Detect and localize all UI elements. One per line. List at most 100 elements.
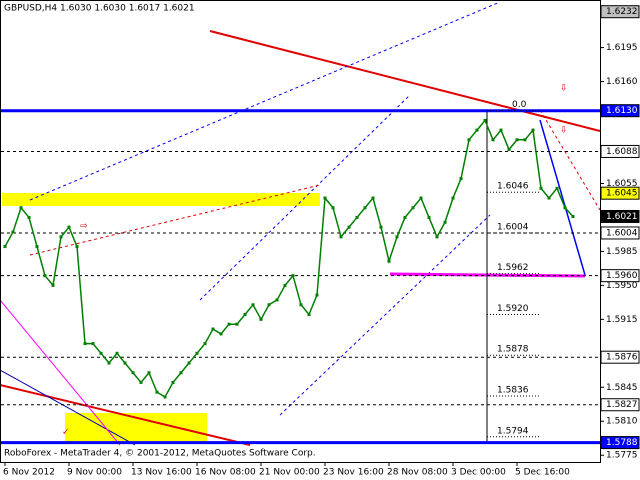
level-label: 1.5827 — [606, 400, 638, 410]
price-point — [483, 118, 487, 122]
price-point — [19, 206, 23, 210]
price-point — [91, 342, 95, 346]
y-tick-label: 1.5845 — [606, 383, 638, 393]
x-tick-label: 5 Dec 16:00 — [515, 468, 570, 478]
footer: RoboForex - MetaTrader 4, © 2001-2012, M… — [4, 449, 316, 459]
y-tick-label: 1.5915 — [606, 315, 638, 325]
fibo-label: 1.5920 — [497, 304, 529, 314]
price-point — [339, 235, 343, 239]
price-point — [27, 215, 31, 219]
zone — [2, 193, 320, 206]
x-tick-label: 6 Nov 2012 — [3, 468, 55, 478]
price-point — [411, 206, 415, 210]
x-tick-label: 21 Nov 00:00 — [259, 468, 320, 478]
price-point — [155, 390, 159, 394]
price-point — [475, 128, 479, 132]
price-point — [51, 283, 55, 287]
price-point — [515, 138, 519, 142]
price-point — [171, 380, 175, 384]
trend-line — [0, 369, 136, 446]
level-label: 1.6130 — [606, 106, 638, 116]
price-point — [355, 215, 359, 219]
channel-line — [199, 94, 411, 301]
y-tick-label: 1.6055 — [606, 179, 638, 189]
level-box — [600, 398, 640, 412]
price-point — [451, 196, 455, 200]
arrow: ⇨ — [80, 222, 88, 232]
x-tick-label: 23 Nov 16:00 — [323, 468, 384, 478]
price-point — [203, 342, 207, 346]
price-point — [67, 225, 71, 229]
arrow: ⇩ — [560, 126, 568, 136]
price-point — [251, 303, 255, 307]
level-box — [600, 436, 640, 450]
level-label: 1.6088 — [606, 147, 638, 157]
arrow: ⇩ — [560, 84, 568, 94]
price-point — [107, 361, 111, 365]
price-point — [347, 225, 351, 229]
price-point — [363, 206, 367, 210]
level-box — [600, 5, 640, 19]
fibo-label: 1.5794 — [497, 426, 529, 436]
fibo-label: 1.6004 — [497, 222, 529, 232]
level-box — [600, 226, 640, 240]
price-point — [331, 206, 335, 210]
price-point — [563, 206, 567, 210]
price-point — [43, 274, 47, 278]
arrow: ✓ — [62, 428, 70, 438]
channel-line — [279, 214, 491, 416]
price-point — [427, 215, 431, 219]
plot: 0.0 1.6046 1.6004 1.5962 1.5920 1.5878 1.5836 1… — [1, 100, 600, 445]
price-point — [99, 351, 103, 355]
fibo-label: 1.5878 — [497, 345, 529, 355]
price-point — [443, 220, 447, 224]
level-box — [600, 209, 640, 223]
price-point — [523, 138, 527, 142]
price-point — [499, 128, 503, 132]
forecast-line — [539, 119, 586, 276]
trend-line — [0, 384, 251, 446]
trend-line — [209, 30, 601, 132]
price-point — [323, 196, 327, 200]
fibo-label: 0.0 — [512, 100, 527, 110]
price-point — [123, 361, 127, 365]
price-point — [387, 259, 391, 263]
price-point — [59, 235, 63, 239]
y-tick-label: 1.6195 — [606, 43, 638, 53]
price-point — [227, 322, 231, 326]
price-point — [259, 317, 263, 321]
level-box — [600, 269, 640, 283]
x-tick-label: 16 Nov 08:00 — [195, 468, 256, 478]
price-point — [75, 245, 79, 249]
fibo-label: 1.5836 — [497, 386, 529, 396]
price-point — [11, 230, 15, 234]
price-point — [195, 351, 199, 355]
price-point — [395, 235, 399, 239]
x-tick-label: 13 Nov 16:00 — [131, 468, 192, 478]
price-point — [115, 351, 119, 355]
fibo-label: 1.5962 — [497, 263, 529, 273]
level-box — [600, 186, 640, 200]
y-tick-label: 1.5775 — [606, 451, 638, 461]
level-label: 1.5788 — [606, 438, 638, 448]
y-tick-label: 1.5950 — [606, 281, 638, 291]
price-point — [275, 298, 279, 302]
level-box — [600, 350, 640, 364]
price-point — [307, 312, 311, 316]
level-label: 1.6232 — [606, 7, 638, 17]
price-point — [131, 371, 135, 375]
price-point — [555, 186, 559, 190]
price-point — [163, 395, 167, 399]
y-tick-label: 1.5810 — [606, 417, 638, 427]
channel-line — [29, 184, 321, 256]
level-box — [600, 104, 640, 118]
price-point — [371, 196, 375, 200]
price-point — [219, 332, 223, 336]
price-point — [187, 361, 191, 365]
price-point — [507, 148, 511, 152]
y-tick-label: 1.6160 — [606, 77, 638, 87]
price-point — [379, 225, 383, 229]
price-point — [571, 214, 575, 218]
x-tick-label: 28 Nov 08:00 — [387, 468, 448, 478]
